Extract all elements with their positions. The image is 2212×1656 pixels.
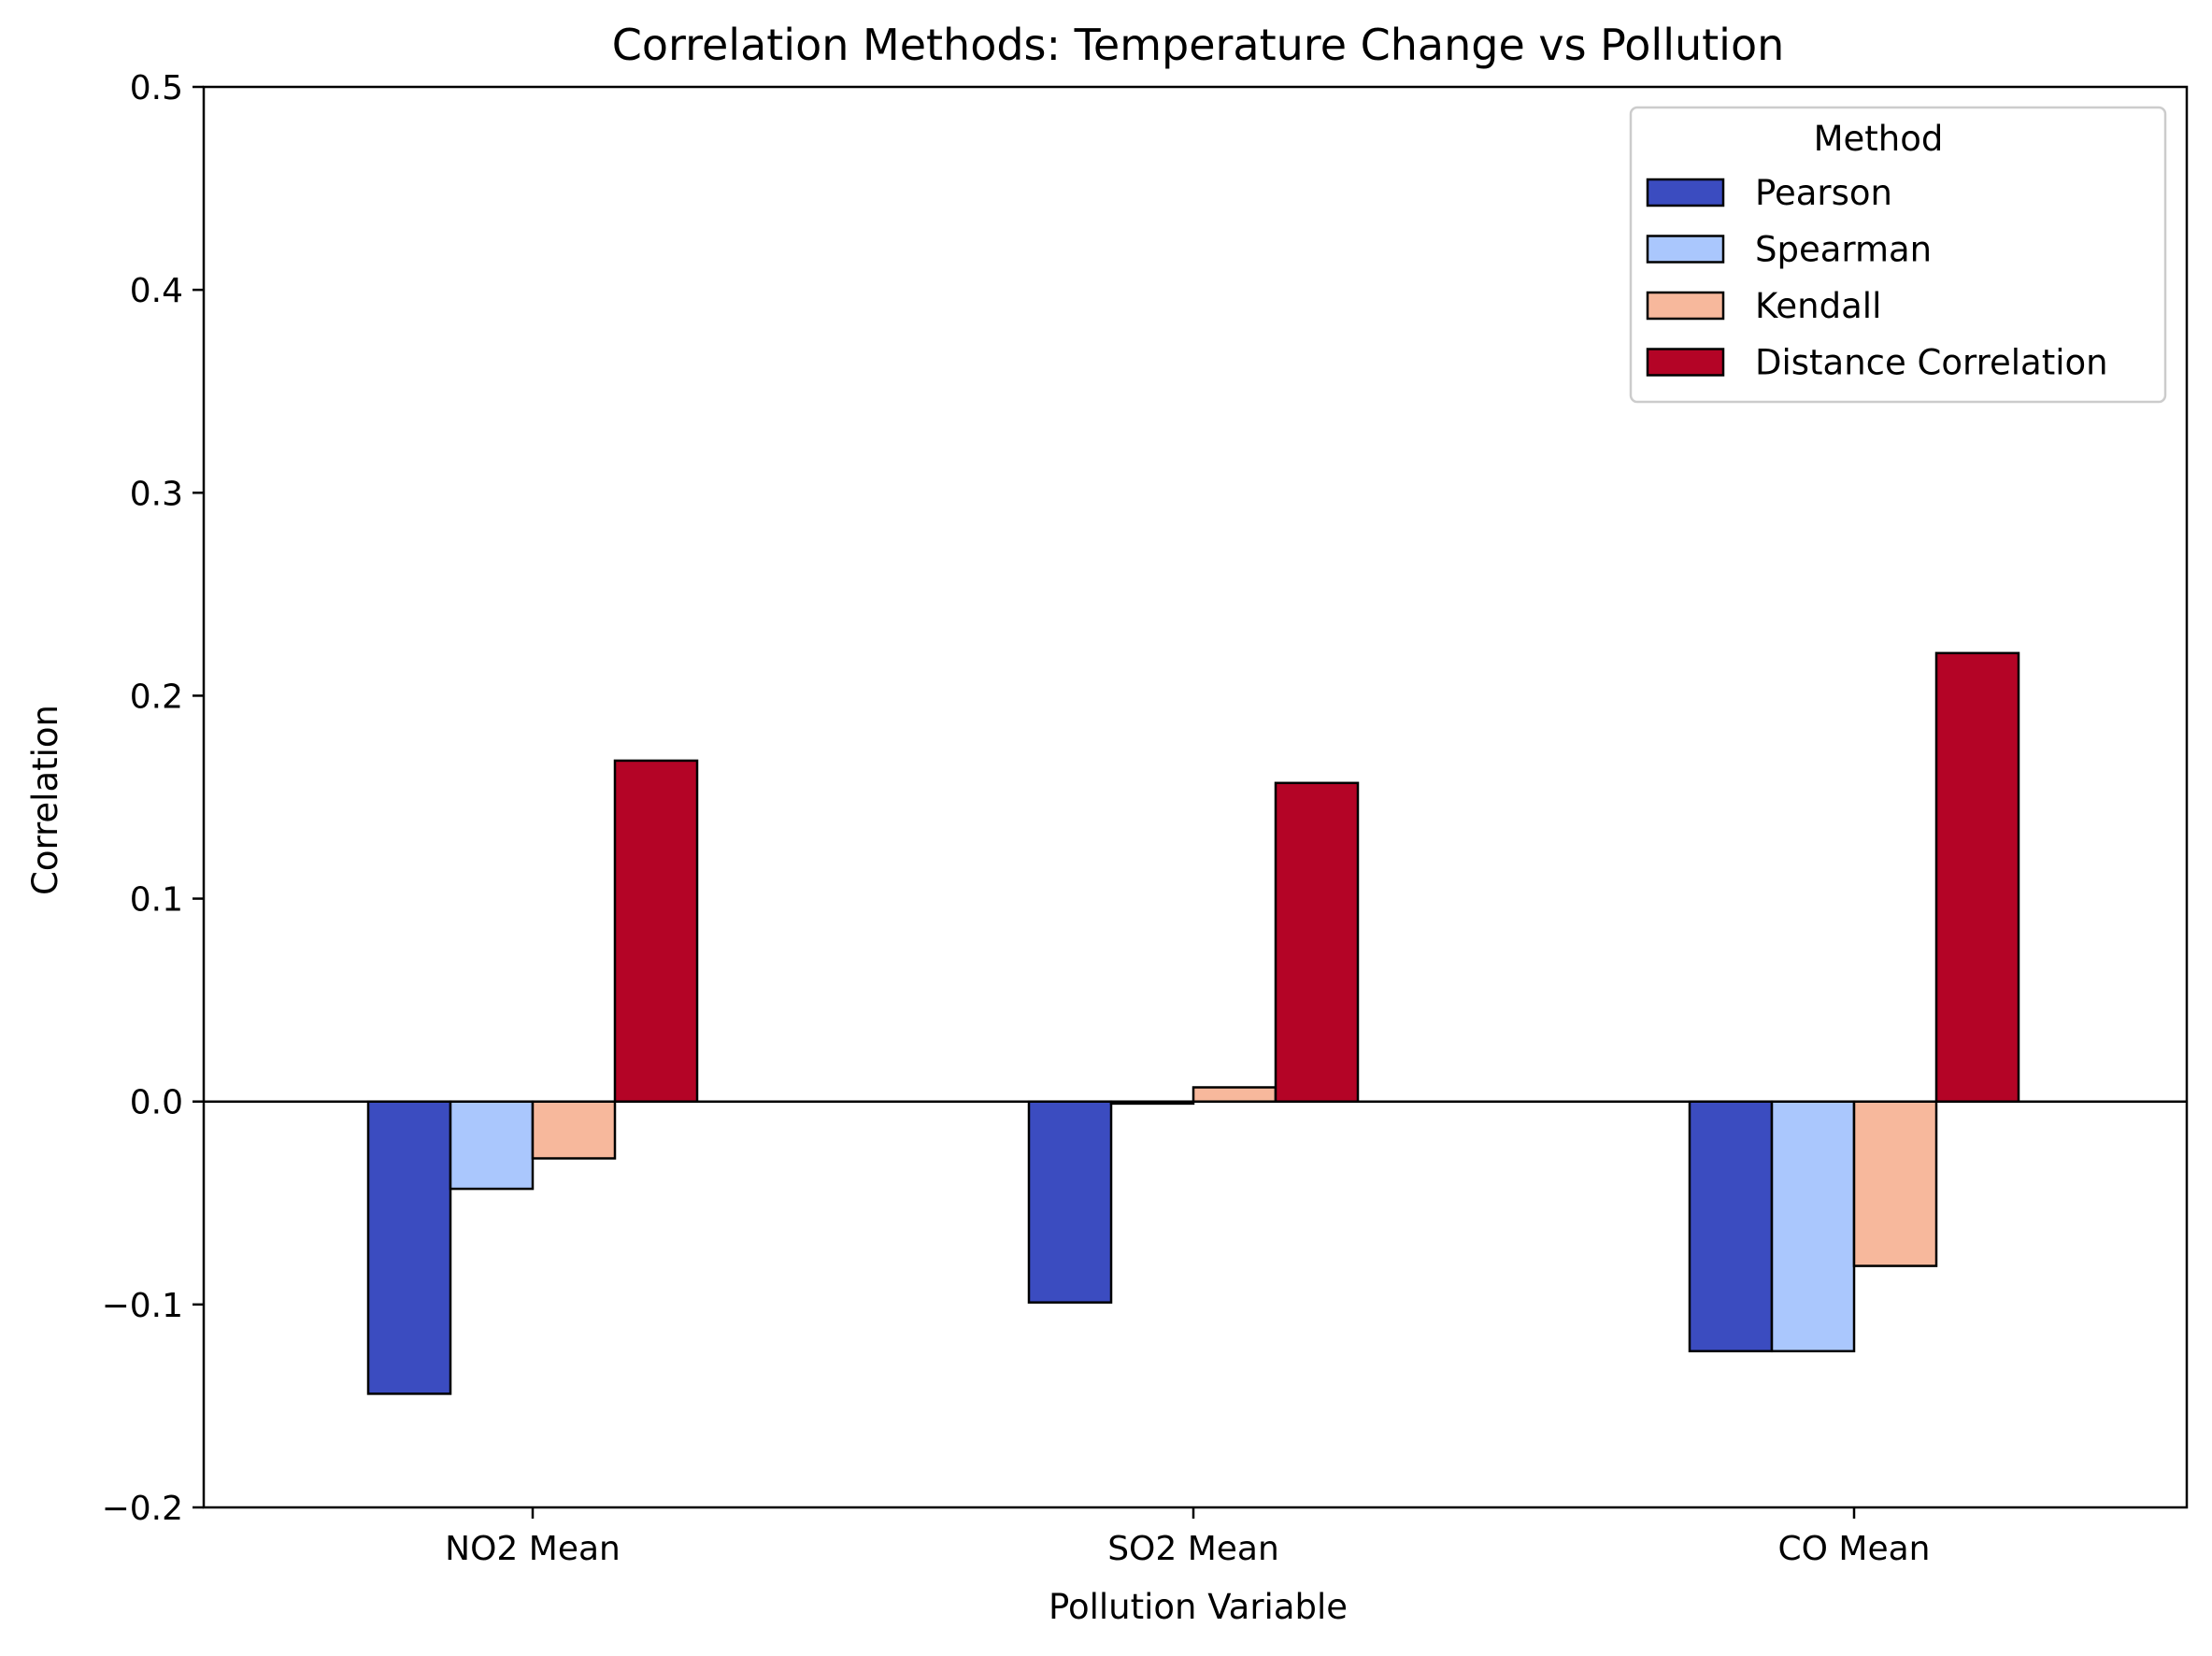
y-tick-label: 0.5 (130, 69, 183, 107)
x-axis: NO2 Mean SO2 Mean CO Mean (445, 1507, 1931, 1568)
x-tick-label: NO2 Mean (445, 1530, 621, 1568)
legend-label: Pearson (1755, 173, 1892, 213)
legend-label: Kendall (1755, 286, 1881, 326)
y-tick-label: −0.1 (102, 1287, 183, 1325)
y-axis: −0.2 −0.1 0.0 0.1 0.2 0.3 0.4 0.5 (102, 69, 204, 1528)
bar-distance-correlation-0 (613, 759, 699, 1103)
legend-title: Method (1814, 119, 1944, 159)
legend-label: Distance Correlation (1755, 343, 2108, 383)
legend-label: Spearman (1755, 230, 1932, 270)
legend-swatch-kendall (1646, 291, 1725, 321)
y-tick-label: 0.2 (130, 678, 183, 716)
plot-frame (202, 85, 2189, 1509)
legend-items: Pearson Spearman Kendall Distance Correlati… (1646, 173, 2108, 383)
bar-kendall-0 (531, 1100, 617, 1160)
y-tick-label: 0.1 (130, 881, 183, 920)
y-tick-label: −0.2 (102, 1490, 183, 1528)
bar-pearson-0 (366, 1100, 452, 1395)
bar-spearman-0 (449, 1100, 535, 1191)
y-tick-label: 0.4 (130, 272, 183, 310)
legend-swatch-pearson (1646, 178, 1725, 207)
chart-title: Correlation Methods: Temperature Change … (612, 20, 1785, 70)
bar-distance-correlation-2 (1934, 651, 2020, 1103)
bar-pearson-2 (1688, 1100, 1774, 1353)
legend-box (1629, 106, 2167, 404)
bar-pearson-1 (1027, 1100, 1113, 1304)
legend-swatch-distance-correlation (1646, 348, 1725, 377)
bar-kendall-1 (1192, 1086, 1277, 1103)
y-tick-label: 0.0 (130, 1084, 183, 1122)
x-tick-label: CO Mean (1777, 1530, 1930, 1568)
y-tick-label: 0.3 (130, 475, 183, 513)
bar-spearman-2 (1770, 1100, 1856, 1353)
x-axis-label: Pollution Variable (1049, 1587, 1348, 1627)
bar-distance-correlation-1 (1274, 781, 1360, 1103)
bar-kendall-2 (1852, 1100, 1938, 1267)
legend: Method Pearson Spearman Kendall Distance Co… (1629, 106, 2167, 404)
y-axis-label: Correlation (25, 705, 65, 895)
x-tick-label: SO2 Mean (1107, 1530, 1279, 1568)
legend-swatch-spearman (1646, 235, 1725, 264)
bars-layer (366, 651, 2020, 1395)
